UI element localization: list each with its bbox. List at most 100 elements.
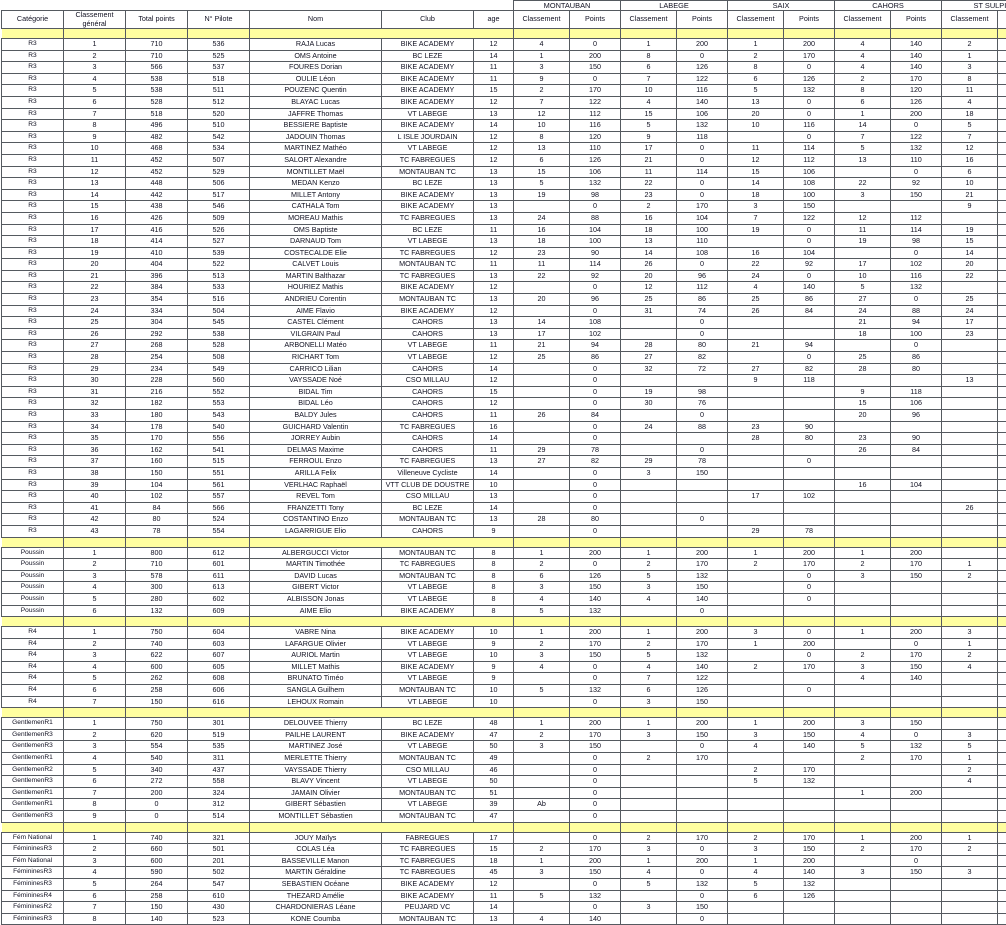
col-header-club[interactable]: Club <box>382 11 474 29</box>
cell-classement-race-1: 11 <box>621 166 677 178</box>
cell-n-pilote: 538 <box>188 328 250 340</box>
col-header-classement-3[interactable]: Classement <box>835 11 891 29</box>
col-header-points-0[interactable]: Points <box>570 11 621 29</box>
col-header-classement-4[interactable]: Classement <box>942 11 998 29</box>
cell-classement-race-1 <box>621 525 677 537</box>
col-header-n-pilote[interactable]: N° Pilote <box>188 11 250 29</box>
col-header-points-2[interactable]: Points <box>784 11 835 29</box>
col-header-age[interactable]: age <box>474 11 514 29</box>
col-header-categorie[interactable]: Catégorie <box>2 11 64 29</box>
col-header-points-3[interactable]: Points <box>891 11 942 29</box>
cell-points-race-4 <box>998 787 1006 799</box>
cell-points-race-4: 110 <box>998 375 1006 387</box>
col-header-classement-general[interactable]: Classement général <box>64 11 126 29</box>
cell-classement-race-0: 20 <box>514 294 570 306</box>
col-header-classement-0[interactable]: Classement <box>514 11 570 29</box>
col-header-points-4[interactable]: Points <box>998 11 1006 29</box>
cell-points-race-3: 0 <box>891 638 942 650</box>
col-header-total-points[interactable]: Total points <box>126 11 188 29</box>
col-header-nom[interactable]: Nom <box>250 11 382 29</box>
cell-n-pilote: 501 <box>188 844 250 856</box>
col-header-points-1[interactable]: Points <box>677 11 728 29</box>
cell-points-race-4 <box>998 799 1006 811</box>
col-header-classement-2[interactable]: Classement <box>728 11 784 29</box>
col-header-classement-1[interactable]: Classement <box>621 11 677 29</box>
section-spacer-cell <box>382 29 474 39</box>
